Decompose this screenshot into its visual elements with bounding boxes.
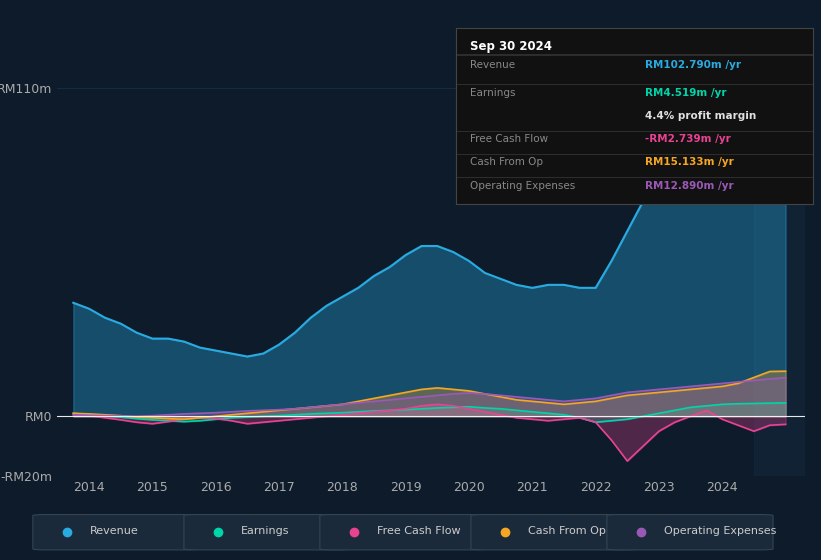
Text: -RM2.739m /yr: -RM2.739m /yr	[645, 134, 731, 144]
Text: Operating Expenses: Operating Expenses	[663, 526, 776, 536]
Text: Revenue: Revenue	[89, 526, 138, 536]
Text: RM102.790m /yr: RM102.790m /yr	[645, 60, 741, 70]
Bar	[754, 73, 805, 476]
Text: 4.4% profit margin: 4.4% profit margin	[645, 111, 756, 121]
Text: Revenue: Revenue	[470, 60, 515, 70]
Text: Free Cash Flow: Free Cash Flow	[377, 526, 460, 536]
Text: Operating Expenses: Operating Expenses	[470, 181, 576, 192]
FancyBboxPatch shape	[33, 515, 199, 550]
Text: RM12.890m /yr: RM12.890m /yr	[645, 181, 733, 192]
FancyBboxPatch shape	[607, 515, 773, 550]
Text: Sep 30 2024: Sep 30 2024	[470, 40, 552, 53]
Text: Earnings: Earnings	[241, 526, 289, 536]
Text: Cash From Op: Cash From Op	[470, 157, 543, 167]
Text: RM4.519m /yr: RM4.519m /yr	[645, 88, 727, 98]
FancyBboxPatch shape	[471, 515, 637, 550]
Text: Earnings: Earnings	[470, 88, 516, 98]
Text: Free Cash Flow: Free Cash Flow	[470, 134, 548, 144]
Text: RM15.133m /yr: RM15.133m /yr	[645, 157, 734, 167]
Text: Cash From Op: Cash From Op	[528, 526, 605, 536]
FancyBboxPatch shape	[320, 515, 486, 550]
FancyBboxPatch shape	[184, 515, 350, 550]
